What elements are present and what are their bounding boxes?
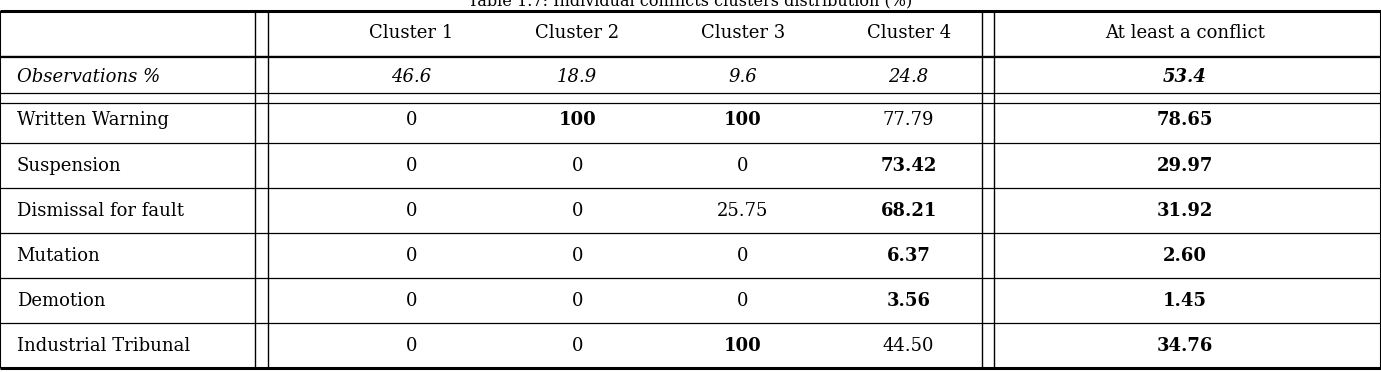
Text: 0: 0 xyxy=(406,157,417,174)
Text: Cluster 2: Cluster 2 xyxy=(536,25,619,42)
Text: 0: 0 xyxy=(406,337,417,355)
Text: Written Warning: Written Warning xyxy=(17,112,168,129)
Text: 0: 0 xyxy=(406,292,417,310)
Text: Observations %: Observations % xyxy=(17,68,160,86)
Text: 0: 0 xyxy=(572,247,583,264)
Text: 100: 100 xyxy=(724,337,762,355)
Text: 25.75: 25.75 xyxy=(717,202,769,219)
Text: 0: 0 xyxy=(737,247,749,264)
Text: 0: 0 xyxy=(737,292,749,310)
Text: 31.92: 31.92 xyxy=(1157,202,1213,219)
Text: Dismissal for fault: Dismissal for fault xyxy=(17,202,184,219)
Text: 0: 0 xyxy=(737,157,749,174)
Text: 100: 100 xyxy=(724,112,762,129)
Text: 77.79: 77.79 xyxy=(882,112,935,129)
Text: 3.56: 3.56 xyxy=(887,292,931,310)
Text: At least a conflict: At least a conflict xyxy=(1105,25,1265,42)
Text: 53.4: 53.4 xyxy=(1163,68,1207,86)
Text: Cluster 4: Cluster 4 xyxy=(867,25,950,42)
Text: 0: 0 xyxy=(406,202,417,219)
Text: Cluster 3: Cluster 3 xyxy=(700,25,786,42)
Text: 9.6: 9.6 xyxy=(729,68,757,86)
Text: 1.45: 1.45 xyxy=(1163,292,1207,310)
Text: Table 1.7: Individual conflicts clusters distribution (%): Table 1.7: Individual conflicts clusters… xyxy=(468,0,913,9)
Text: 100: 100 xyxy=(558,112,597,129)
Text: Cluster 1: Cluster 1 xyxy=(369,25,454,42)
Text: 6.37: 6.37 xyxy=(887,247,931,264)
Text: 0: 0 xyxy=(572,157,583,174)
Text: 0: 0 xyxy=(572,337,583,355)
Text: 34.76: 34.76 xyxy=(1157,337,1213,355)
Text: 0: 0 xyxy=(406,247,417,264)
Text: Mutation: Mutation xyxy=(17,247,101,264)
Text: Industrial Tribunal: Industrial Tribunal xyxy=(17,337,189,355)
Text: 0: 0 xyxy=(572,292,583,310)
Text: Suspension: Suspension xyxy=(17,157,122,174)
Text: 24.8: 24.8 xyxy=(888,68,929,86)
Text: 29.97: 29.97 xyxy=(1157,157,1213,174)
Text: 44.50: 44.50 xyxy=(882,337,935,355)
Text: 2.60: 2.60 xyxy=(1163,247,1207,264)
Text: 73.42: 73.42 xyxy=(881,157,936,174)
Text: 0: 0 xyxy=(406,112,417,129)
Text: Demotion: Demotion xyxy=(17,292,105,310)
Text: 0: 0 xyxy=(572,202,583,219)
Text: 46.6: 46.6 xyxy=(391,68,432,86)
Text: 78.65: 78.65 xyxy=(1157,112,1213,129)
Text: 18.9: 18.9 xyxy=(557,68,598,86)
Text: 68.21: 68.21 xyxy=(881,202,936,219)
